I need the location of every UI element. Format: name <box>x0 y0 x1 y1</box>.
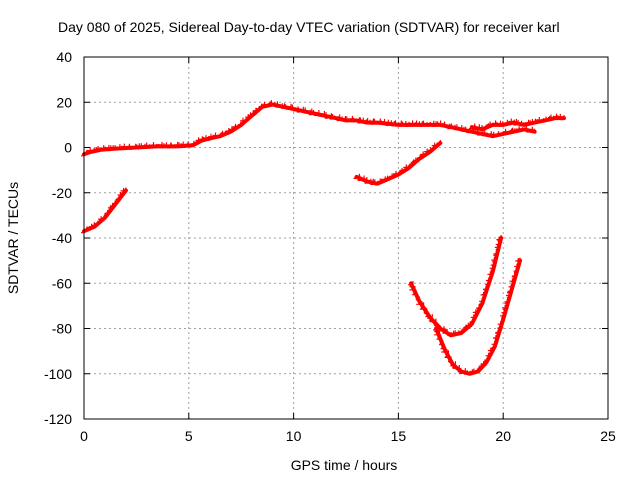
series-track-1 <box>81 100 537 157</box>
y-tick-label--100: -100 <box>44 366 72 382</box>
x-tick-label-15: 15 <box>391 428 407 444</box>
series-markers-track-1 <box>81 100 536 157</box>
series-markers-track-5 <box>408 235 502 337</box>
y-tick-label--120: -120 <box>44 411 72 427</box>
grid-lines <box>84 57 608 419</box>
series-track-6 <box>433 257 522 376</box>
y-tick-label--60: -60 <box>52 275 72 291</box>
y-axis-label: SDTVAR / TECUs <box>5 182 21 294</box>
series-line-track-6 <box>434 258 522 376</box>
series-track-2 <box>468 113 566 132</box>
y-tick-label--20: -20 <box>52 185 72 201</box>
y-tick-label-20: 20 <box>56 94 72 110</box>
series-markers-track-3 <box>81 187 127 234</box>
series-track-5 <box>408 235 504 338</box>
x-tick-label-5: 5 <box>185 428 193 444</box>
x-tick-label-10: 10 <box>286 428 302 444</box>
series-track-4 <box>353 140 443 186</box>
series-line-track-5 <box>409 236 504 338</box>
x-tick-label-0: 0 <box>80 428 88 444</box>
series-markers-track-6 <box>433 257 521 375</box>
y-tick-label--80: -80 <box>52 321 72 337</box>
y-tick-label--40: -40 <box>52 230 72 246</box>
x-tick-label-25: 25 <box>600 428 616 444</box>
y-tick-label-40: 40 <box>56 49 72 65</box>
series-track-3 <box>81 187 128 234</box>
series-markers-track-4 <box>353 140 441 186</box>
series-markers-track-2 <box>468 113 565 131</box>
chart-title: Day 080 of 2025, Sidereal Day-to-day VTE… <box>58 19 560 35</box>
axis-ticks: 0 5 10 15 20 25 -120 -100 -80 -60 -40 -20 0 20 40 <box>44 49 616 444</box>
x-axis-label: GPS time / hours <box>291 457 398 473</box>
data-series <box>81 100 566 376</box>
x-tick-label-20: 20 <box>495 428 511 444</box>
y-tick-label-0: 0 <box>64 140 72 156</box>
